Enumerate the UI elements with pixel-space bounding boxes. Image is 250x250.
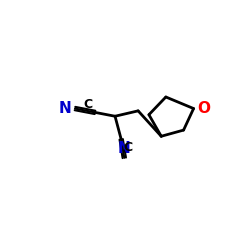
Text: C: C bbox=[84, 98, 93, 111]
Text: N: N bbox=[58, 101, 71, 116]
Text: C: C bbox=[124, 141, 133, 154]
Text: N: N bbox=[118, 141, 131, 156]
Text: O: O bbox=[198, 101, 210, 116]
